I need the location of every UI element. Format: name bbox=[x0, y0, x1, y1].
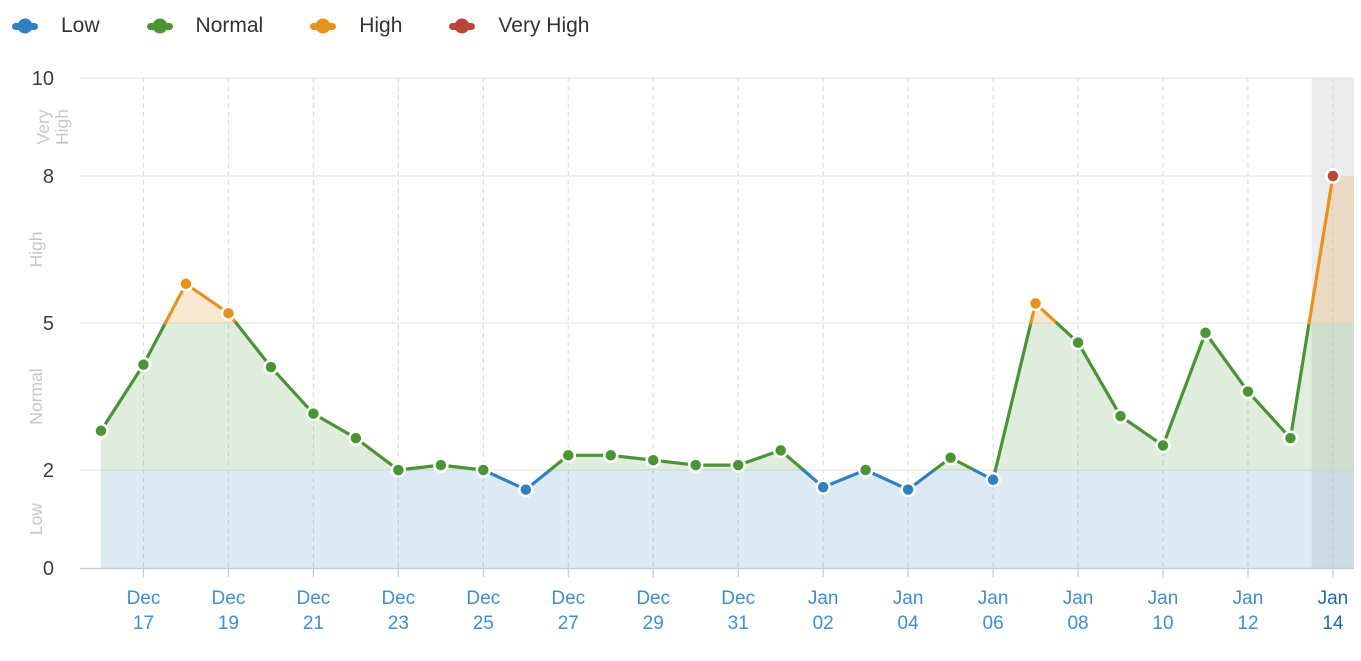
x-tick-label: Dec 17 bbox=[127, 588, 161, 634]
area-fill-normal bbox=[101, 323, 1354, 470]
high-dot-icon bbox=[315, 18, 331, 34]
legend-label-high: High bbox=[359, 14, 403, 37]
data-point-jan-02[interactable] bbox=[815, 479, 831, 495]
normal-dot-icon bbox=[152, 18, 168, 34]
trend-line-segment bbox=[1288, 321, 1311, 440]
data-point-dec-23[interactable] bbox=[390, 462, 407, 478]
data-point-dec-27[interactable] bbox=[560, 447, 577, 464]
data-point-dec-18[interactable] bbox=[178, 276, 194, 292]
data-point-jan-03[interactable] bbox=[857, 462, 874, 478]
x-tick-label: Dec 19 bbox=[212, 588, 246, 634]
data-point-dec-26[interactable] bbox=[518, 481, 534, 498]
y-tick-label: 5 bbox=[43, 313, 54, 335]
data-point-dec-31[interactable] bbox=[730, 457, 746, 473]
data-point-dec-28[interactable] bbox=[603, 447, 619, 464]
legend-item-normal[interactable]: Normal bbox=[146, 14, 264, 38]
y-band-label: High bbox=[26, 232, 46, 268]
data-point-dec-17[interactable] bbox=[135, 356, 152, 373]
area-fill-low bbox=[101, 470, 1354, 568]
x-tick-label: Jan 12 bbox=[1233, 588, 1264, 634]
trend-line-segment bbox=[1161, 331, 1208, 448]
trend-line-segment bbox=[184, 282, 231, 315]
x-tick-label: Jan 02 bbox=[808, 588, 839, 634]
x-tick-label: Jan 14 bbox=[1318, 588, 1349, 634]
data-point-jan-05[interactable] bbox=[942, 450, 959, 466]
x-tick-label: Jan 08 bbox=[1063, 588, 1094, 634]
y-band-label: Low bbox=[26, 503, 46, 535]
high-series-marker-icon bbox=[310, 18, 337, 34]
trend-line-segment bbox=[1307, 174, 1335, 325]
x-tick-label: Dec 29 bbox=[636, 588, 670, 634]
x-tick-label: Dec 25 bbox=[466, 588, 500, 634]
data-point-jan-04[interactable] bbox=[900, 481, 916, 498]
y-band-label: Normal bbox=[26, 368, 46, 424]
legend-item-very-high[interactable]: Very High bbox=[449, 14, 589, 38]
very-high-series-marker-icon bbox=[449, 18, 476, 34]
data-point-dec-29[interactable] bbox=[645, 452, 661, 468]
data-point-jan-06[interactable] bbox=[985, 472, 1001, 488]
data-point-jan-11[interactable] bbox=[1197, 325, 1214, 341]
data-point-jan-09[interactable] bbox=[1112, 408, 1129, 424]
data-point-jan-14[interactable] bbox=[1325, 168, 1341, 184]
y-tick-label: 0 bbox=[43, 558, 54, 580]
legend-item-high[interactable]: High bbox=[310, 14, 402, 38]
data-point-jan-01[interactable] bbox=[772, 442, 789, 459]
data-point-jan-08[interactable] bbox=[1070, 334, 1086, 351]
trend-line-segment bbox=[269, 365, 315, 416]
data-point-dec-24[interactable] bbox=[433, 457, 449, 473]
data-point-dec-21[interactable] bbox=[305, 405, 322, 422]
trend-line-segment bbox=[311, 412, 358, 440]
trend-line-segment bbox=[354, 436, 400, 472]
very-high-dot-icon bbox=[454, 18, 470, 34]
data-point-dec-16[interactable] bbox=[93, 423, 109, 439]
chart-legend: Low Normal High Very High bbox=[12, 8, 589, 44]
trend-line-segment bbox=[1118, 414, 1165, 448]
data-point-jan-13[interactable] bbox=[1282, 430, 1299, 446]
x-tick-label: Jan 06 bbox=[978, 588, 1009, 634]
low-dot-icon bbox=[17, 18, 33, 34]
data-point-dec-19[interactable] bbox=[220, 305, 237, 321]
data-point-jan-12[interactable] bbox=[1240, 383, 1256, 400]
x-tick-label: Dec 23 bbox=[381, 588, 415, 634]
y-tick-label: 2 bbox=[43, 460, 54, 482]
trend-line-segment bbox=[1076, 341, 1123, 418]
data-point-jan-07[interactable] bbox=[1027, 295, 1044, 312]
data-point-dec-25[interactable] bbox=[475, 462, 492, 478]
trend-line-segment bbox=[864, 468, 910, 492]
y-tick-label: 10 bbox=[32, 68, 54, 90]
trend-line-segment bbox=[141, 321, 167, 367]
legend-item-low[interactable]: Low bbox=[12, 14, 100, 38]
trend-line-segment bbox=[1246, 390, 1293, 440]
trend-line-segment bbox=[993, 321, 1033, 472]
y-band-label: VeryHigh bbox=[33, 109, 72, 145]
legend-label-normal: Normal bbox=[195, 14, 264, 37]
x-tick-label: Dec 21 bbox=[297, 588, 331, 634]
data-point-jan-10[interactable] bbox=[1155, 437, 1171, 454]
trend-line-segment bbox=[234, 321, 273, 369]
data-point-dec-22[interactable] bbox=[348, 430, 364, 446]
trend-line-segment bbox=[1203, 331, 1250, 394]
x-tick-label: Dec 31 bbox=[721, 588, 755, 634]
trend-line-segment bbox=[99, 363, 146, 433]
data-point-dec-20[interactable] bbox=[263, 359, 279, 375]
y-tick-label: 8 bbox=[43, 166, 54, 188]
legend-label-low: Low bbox=[61, 14, 100, 37]
normal-series-marker-icon bbox=[146, 18, 173, 34]
x-tick-label: Dec 27 bbox=[551, 588, 585, 634]
x-tick-label: Jan 10 bbox=[1148, 588, 1179, 634]
legend-label-very-high: Very High bbox=[498, 14, 590, 37]
data-point-dec-30[interactable] bbox=[687, 457, 704, 473]
x-tick-label: Jan 04 bbox=[893, 588, 924, 634]
low-series-marker-icon bbox=[12, 18, 38, 34]
trend-line-segment bbox=[481, 468, 528, 492]
